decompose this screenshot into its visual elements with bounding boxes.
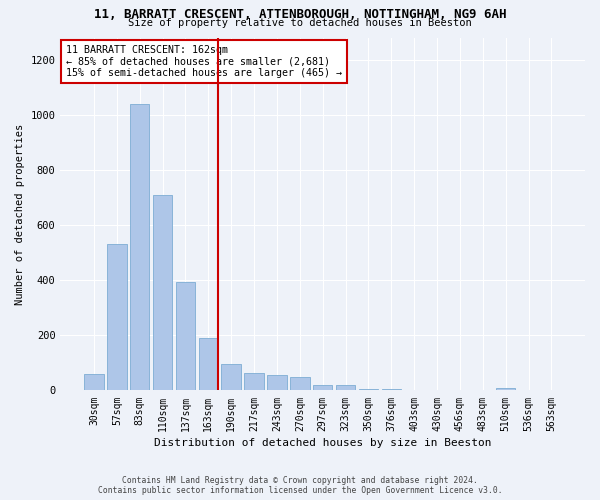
X-axis label: Distribution of detached houses by size in Beeston: Distribution of detached houses by size …	[154, 438, 491, 448]
Bar	[382, 389, 401, 390]
Bar	[244, 372, 264, 390]
Bar	[176, 282, 195, 391]
Bar	[290, 376, 310, 390]
Text: 11 BARRATT CRESCENT: 162sqm
← 85% of detached houses are smaller (2,681)
15% of : 11 BARRATT CRESCENT: 162sqm ← 85% of det…	[65, 44, 341, 78]
Bar	[221, 364, 241, 390]
Bar	[199, 338, 218, 390]
Bar	[496, 388, 515, 390]
Text: Contains HM Land Registry data © Crown copyright and database right 2024.
Contai: Contains HM Land Registry data © Crown c…	[98, 476, 502, 495]
Bar	[130, 104, 149, 391]
Text: Size of property relative to detached houses in Beeston: Size of property relative to detached ho…	[128, 18, 472, 28]
Bar	[84, 374, 104, 390]
Bar	[153, 194, 172, 390]
Text: 11, BARRATT CRESCENT, ATTENBOROUGH, NOTTINGHAM, NG9 6AH: 11, BARRATT CRESCENT, ATTENBOROUGH, NOTT…	[94, 8, 506, 20]
Bar	[336, 385, 355, 390]
Bar	[107, 244, 127, 390]
Bar	[359, 389, 378, 390]
Bar	[267, 376, 287, 390]
Y-axis label: Number of detached properties: Number of detached properties	[15, 124, 25, 304]
Bar	[313, 385, 332, 390]
